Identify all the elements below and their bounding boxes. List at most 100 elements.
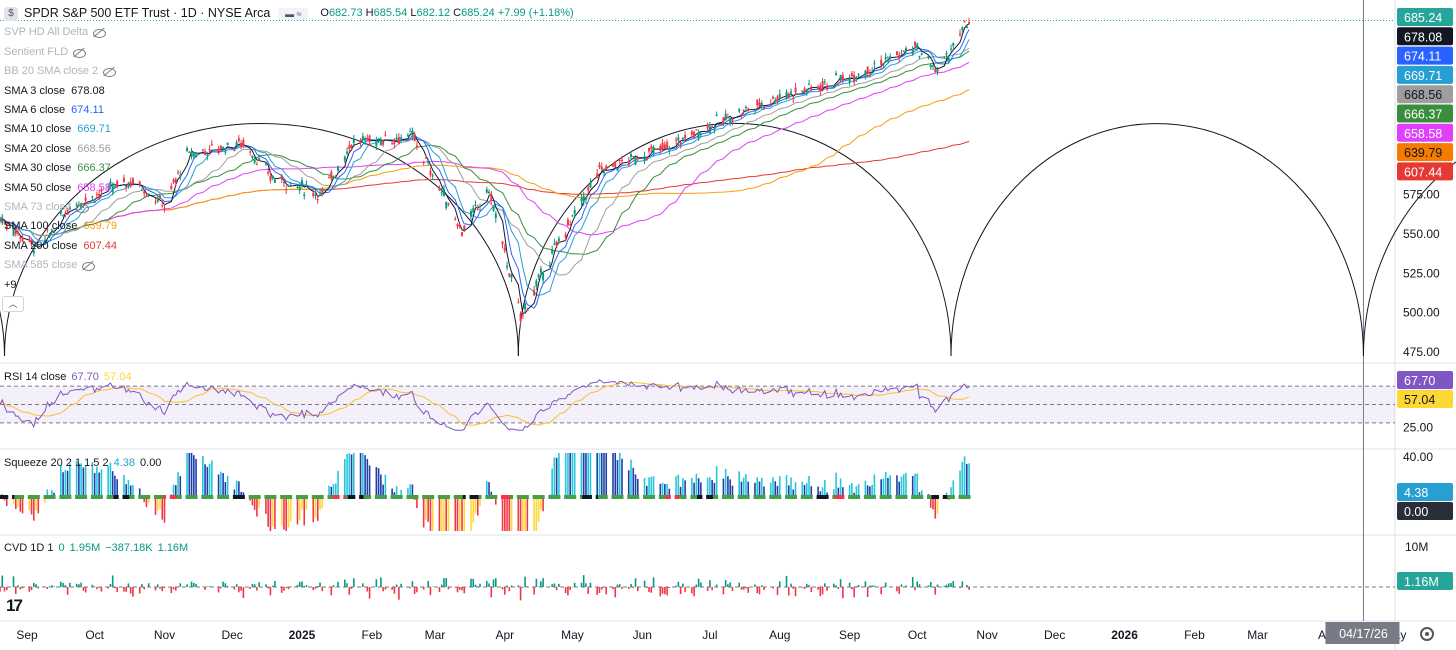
indicator-legend-row[interactable]: SMA 6 close 674.11	[4, 101, 574, 120]
indicator-legend-row[interactable]: SMA 10 close 669.71	[4, 120, 574, 139]
candle-body	[866, 66, 869, 74]
candle	[28, 235, 31, 243]
more-indicators-count[interactable]: +9	[4, 278, 17, 291]
indicator-label: SMA 10 close	[4, 123, 72, 136]
candle-body	[100, 189, 103, 192]
squeeze-dot	[66, 495, 70, 499]
candle-body	[873, 62, 876, 64]
candle-body	[697, 131, 700, 140]
indicator-legend-row[interactable]: SMA 20 close 668.56	[4, 140, 574, 159]
squeeze-dot	[507, 495, 511, 499]
chart-toggle-icon[interactable]: ▬ ≈	[278, 7, 309, 20]
candle-body	[447, 203, 450, 205]
candle-body	[943, 56, 946, 58]
squeeze-dot	[203, 495, 207, 499]
eye-hidden-icon[interactable]	[75, 203, 90, 213]
squeeze-dot	[383, 495, 387, 499]
indicator-legend-row[interactable]: SMA 3 close 678.08	[4, 82, 574, 101]
candle-body	[273, 179, 276, 183]
candle-body	[14, 227, 17, 235]
candle-body	[835, 73, 838, 76]
indicator-legend-row[interactable]: SMA 200 close 607.44	[4, 237, 574, 256]
candle-body	[571, 215, 574, 217]
price-tick-label: 550.00	[1403, 227, 1440, 241]
candle	[210, 139, 213, 146]
squeeze-dot	[444, 495, 448, 499]
candle-body	[650, 146, 653, 150]
candle	[255, 161, 258, 166]
candle	[616, 169, 619, 172]
candle	[204, 148, 207, 156]
squeeze-dot	[235, 495, 239, 499]
squeeze-dot	[665, 495, 669, 499]
gear-icon[interactable]	[1420, 627, 1434, 641]
candle-body	[729, 118, 732, 124]
indicator-legend-row[interactable]: SMA 50 close 658.58	[4, 179, 574, 198]
symbol-header[interactable]: $ SPDR S&P 500 ETF Trust · 1D · NYSE Arc…	[4, 4, 574, 23]
indicator-legend-row[interactable]: SMA 100 close 639.79	[4, 217, 574, 236]
x-axis-label: Dec	[1044, 628, 1065, 642]
indicator-legend-row[interactable]: BB 20 SMA close 2	[4, 62, 574, 81]
squeeze-dot	[519, 495, 523, 499]
crosshair-date-text: 04/17/26	[1339, 627, 1388, 641]
indicator-label: SMA 50 close	[4, 181, 72, 194]
eye-hidden-icon[interactable]	[102, 67, 117, 77]
squeeze-dot	[95, 495, 99, 499]
candle	[652, 144, 655, 157]
candle	[731, 118, 734, 126]
indicator-legend-row[interactable]: SMA 585 close	[4, 256, 574, 275]
x-axis-label: Sep	[839, 628, 861, 642]
indicator-legend-row[interactable]: SMA 30 close 666.37	[4, 159, 574, 178]
squeeze-dot	[494, 495, 498, 499]
candle	[826, 82, 829, 92]
candle-body	[206, 154, 209, 156]
squeeze-dot	[881, 495, 885, 499]
candle-body	[170, 185, 173, 190]
candle-body	[253, 159, 256, 163]
candle	[963, 20, 966, 23]
candle	[747, 107, 750, 112]
candle-body	[359, 141, 362, 143]
squeeze-dot	[314, 495, 318, 499]
squeeze-dot	[458, 495, 462, 499]
eye-hidden-icon[interactable]	[72, 48, 87, 58]
candle-body	[913, 41, 916, 46]
squeeze-dot	[742, 495, 746, 499]
candle	[787, 92, 790, 99]
indicator-label: SMA 585 close	[4, 259, 78, 272]
candle-body	[823, 81, 826, 83]
collapse-legend-button[interactable]: ︿	[2, 296, 24, 312]
candle-body	[706, 124, 709, 129]
candle	[458, 223, 461, 229]
x-axis-label: Oct	[908, 628, 927, 642]
indicator-legend-row[interactable]: SVP HD All Delta	[4, 23, 574, 42]
candle-body	[898, 54, 901, 59]
cvd-pane-label: CVD 1D 1 0 1.95M −387.18K 1.16M	[4, 542, 189, 554]
squeeze-dot	[185, 495, 189, 499]
indicator-legend-row[interactable]: SMA 73 close	[4, 198, 574, 217]
candle-body	[596, 173, 599, 178]
candle	[224, 148, 227, 155]
candle-body	[1, 216, 4, 224]
eye-hidden-icon[interactable]	[92, 28, 107, 39]
candle	[679, 141, 682, 149]
candle-body	[684, 135, 687, 139]
squeeze-dot	[744, 495, 748, 499]
candle-body	[113, 186, 116, 188]
candle	[643, 151, 646, 165]
squeeze-dot	[645, 495, 649, 499]
squeeze-dot	[111, 495, 115, 499]
sma-50-line	[0, 61, 970, 237]
squeeze-dot	[739, 495, 743, 499]
eye-hidden-icon[interactable]	[81, 261, 96, 271]
candle	[361, 132, 364, 144]
candle	[19, 236, 22, 243]
candle	[298, 183, 301, 194]
candle	[650, 144, 653, 153]
candle	[192, 152, 195, 159]
indicator-legend-row[interactable]: Sentient FLD	[4, 43, 574, 62]
candle	[706, 122, 709, 133]
candle-body	[895, 51, 898, 55]
